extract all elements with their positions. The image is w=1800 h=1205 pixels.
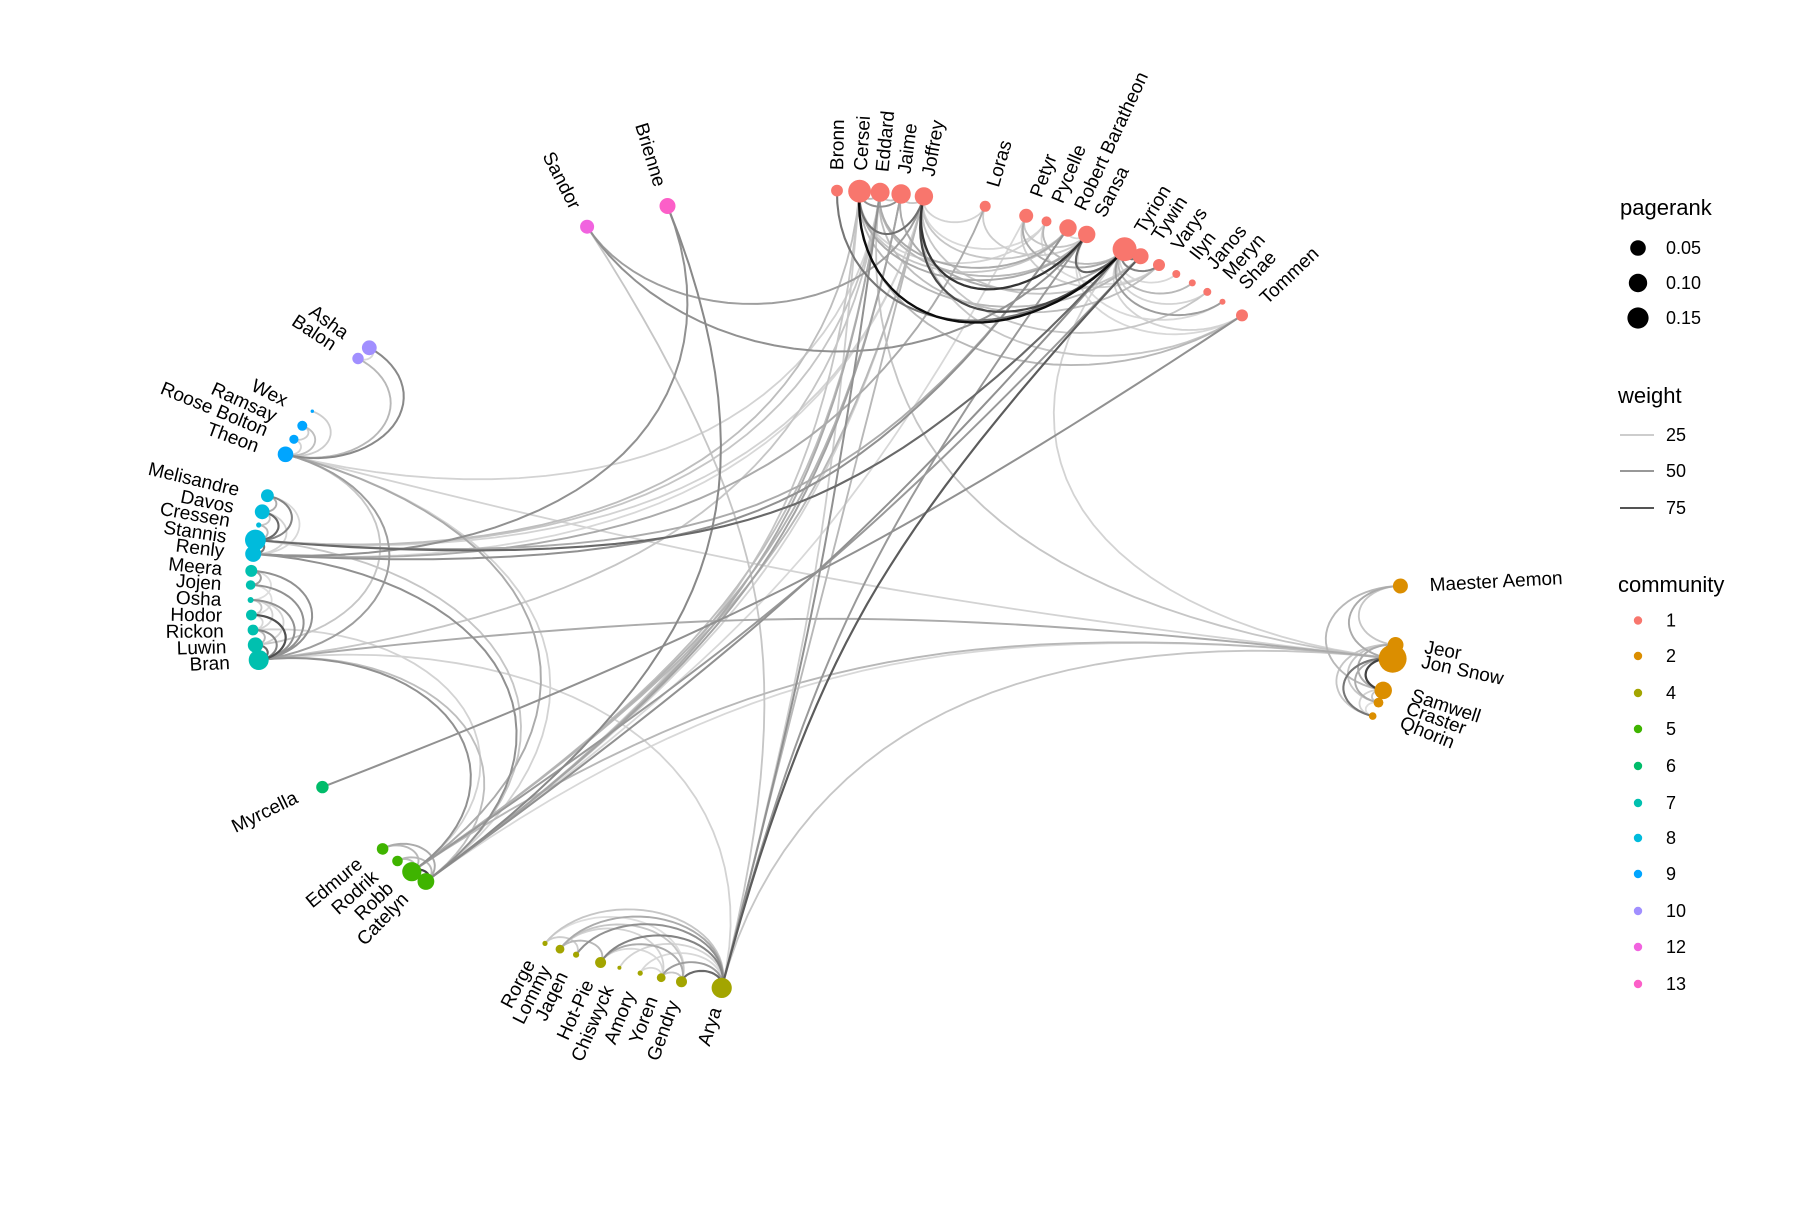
svg-text:50: 50 bbox=[1666, 461, 1686, 481]
svg-text:Hodor: Hodor bbox=[170, 605, 223, 627]
svg-text:1: 1 bbox=[1666, 611, 1676, 631]
svg-text:0.15: 0.15 bbox=[1666, 308, 1701, 328]
svg-text:pagerank: pagerank bbox=[1620, 195, 1713, 220]
svg-text:Meera: Meera bbox=[167, 554, 223, 580]
svg-text:10: 10 bbox=[1666, 901, 1686, 921]
svg-text:Osha: Osha bbox=[175, 588, 222, 611]
svg-text:weight: weight bbox=[1617, 383, 1682, 408]
svg-text:12: 12 bbox=[1666, 937, 1686, 957]
svg-text:0.05: 0.05 bbox=[1666, 238, 1701, 258]
svg-text:community: community bbox=[1618, 572, 1724, 597]
svg-text:Bronn: Bronn bbox=[827, 119, 849, 170]
svg-text:0.10: 0.10 bbox=[1666, 273, 1701, 293]
svg-text:9: 9 bbox=[1666, 864, 1676, 884]
svg-text:4: 4 bbox=[1666, 683, 1676, 703]
svg-text:2: 2 bbox=[1666, 646, 1676, 666]
svg-text:Luwin: Luwin bbox=[176, 637, 226, 659]
svg-text:25: 25 bbox=[1666, 425, 1686, 445]
svg-text:Cersei: Cersei bbox=[851, 115, 875, 171]
svg-text:Jojen: Jojen bbox=[175, 571, 222, 595]
svg-text:7: 7 bbox=[1666, 793, 1676, 813]
svg-text:Bran: Bran bbox=[189, 653, 230, 676]
svg-text:Rickon: Rickon bbox=[166, 621, 224, 643]
svg-text:75: 75 bbox=[1666, 498, 1686, 518]
svg-text:8: 8 bbox=[1666, 828, 1676, 848]
svg-text:6: 6 bbox=[1666, 756, 1676, 776]
svg-text:13: 13 bbox=[1666, 974, 1686, 994]
svg-text:5: 5 bbox=[1666, 719, 1676, 739]
